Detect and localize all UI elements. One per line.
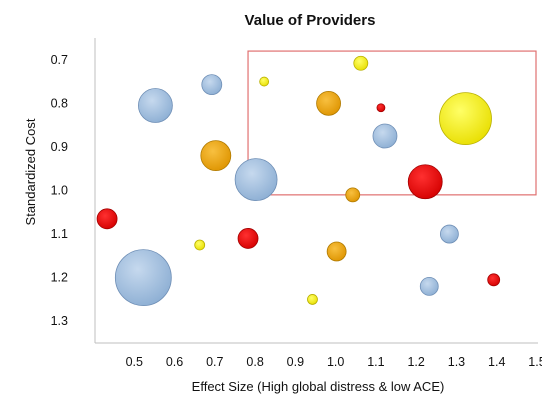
axes [94, 38, 538, 344]
y-axis-label: Standardized Cost [23, 118, 38, 225]
y-tick-label: 1.2 [51, 271, 68, 285]
chart-title: Value of Providers [245, 12, 376, 29]
y-tick-label: 0.9 [51, 140, 68, 154]
bubble-yellow [353, 55, 369, 71]
bubble-blue [201, 74, 223, 96]
x-tick-label: 0.5 [126, 355, 143, 369]
y-tick-label: 1.1 [51, 227, 68, 241]
x-tick-label: 1.5 [528, 355, 542, 369]
x-tick-label: 1.1 [367, 355, 384, 369]
bubble-yellow [194, 239, 206, 251]
bubble-orange [326, 241, 347, 262]
bubble-yellow [439, 92, 492, 146]
bubble-blue [114, 249, 172, 307]
bubble-red [237, 228, 259, 249]
bubble-orange [345, 187, 361, 203]
highlight-layer [247, 50, 537, 196]
bubble-yellow [307, 294, 318, 305]
y-tick-label: 0.8 [51, 96, 68, 110]
y-tick-labels: 0.7 0.8 0.9 1.0 1.1 1.2 1.3 [51, 53, 68, 328]
bubble-blue [439, 224, 459, 244]
x-tick-label: 1.3 [448, 355, 465, 369]
bubble-orange [200, 140, 232, 172]
bubble-red [487, 273, 501, 287]
bubble-blue [138, 88, 173, 123]
x-tick-label: 0.6 [166, 355, 183, 369]
bubble-blue [419, 276, 439, 296]
x-tick-label: 1.2 [407, 355, 424, 369]
bubble-blue [234, 158, 278, 202]
x-tick-label: 0.9 [287, 355, 304, 369]
x-axis-label: Effect Size (High global distress & low … [192, 379, 445, 394]
x-tick-label: 0.8 [246, 355, 263, 369]
bubble-red [376, 103, 386, 113]
bubble-blue [372, 123, 398, 149]
bubble-red [96, 208, 118, 230]
bubble-yellow [259, 76, 270, 87]
bubble-orange [316, 90, 341, 116]
x-tick-labels: 0.5 0.6 0.7 0.8 0.9 1.0 1.1 1.2 1.3 1.4 1.5 [126, 355, 542, 369]
x-tick-label: 0.7 [206, 355, 223, 369]
highlight-box [247, 50, 537, 196]
x-tick-label: 1.0 [327, 355, 344, 369]
y-tick-label: 1.3 [51, 314, 68, 328]
bubble-series [96, 55, 501, 307]
x-tick-label: 1.4 [488, 355, 505, 369]
y-tick-label: 0.7 [51, 53, 68, 67]
y-tick-label: 1.0 [51, 184, 68, 198]
bubble-red [407, 164, 443, 200]
